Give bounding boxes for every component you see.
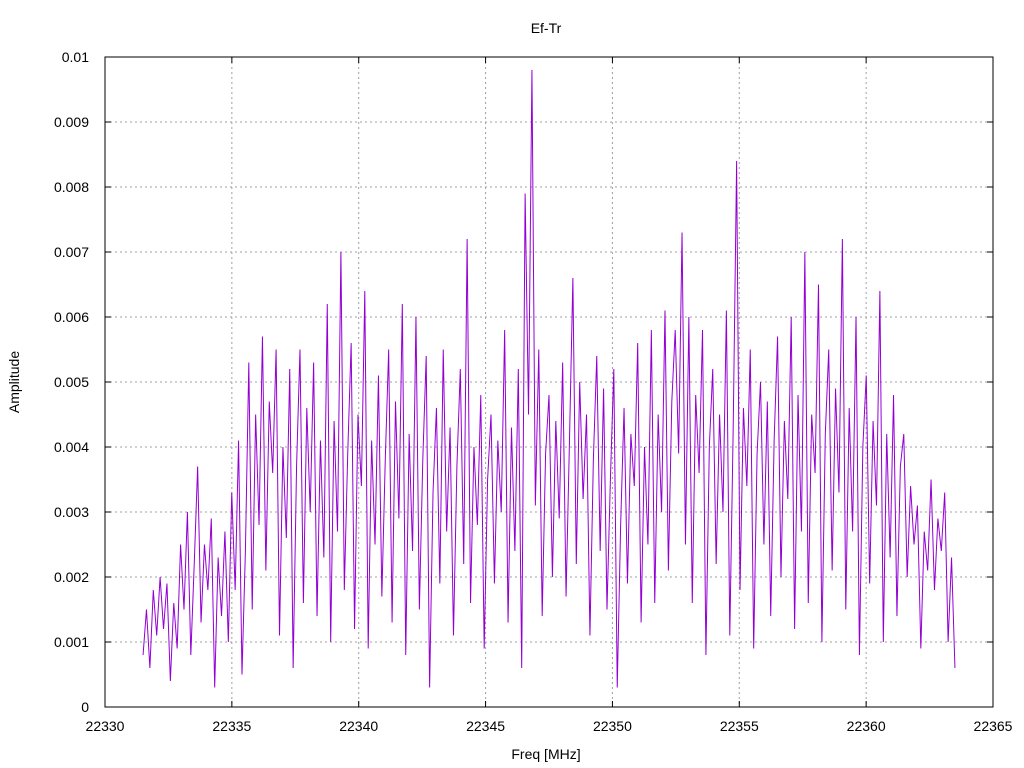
x-tick-label: 22345 xyxy=(466,718,505,734)
y-tick-label: 0.007 xyxy=(54,244,89,260)
chart-title: Ef-Tr xyxy=(531,20,562,36)
x-tick-label: 22335 xyxy=(212,718,251,734)
y-tick-label: 0.001 xyxy=(54,634,89,650)
x-axis-title: Freq [MHz] xyxy=(511,746,580,762)
plot-frame xyxy=(104,56,994,708)
x-tick-labels: 22330 22335 22340 22345 22350 22355 22360 22365 xyxy=(86,718,1013,734)
y-tick-label: 0.004 xyxy=(54,439,89,455)
y-tick-label: 0.005 xyxy=(54,374,89,390)
x-tick-label: 22355 xyxy=(720,718,759,734)
y-tick-labels: 0 0.001 0.002 0.003 0.004 0.005 0.006 0.007 0.00… xyxy=(54,49,89,715)
y-tick-label: 0.008 xyxy=(54,179,89,195)
x-tick-label: 22330 xyxy=(86,718,125,734)
y-axis-title: Amplitude xyxy=(6,351,22,413)
y-tick-label: 0.01 xyxy=(62,49,89,65)
series-line xyxy=(142,69,956,688)
x-tick-label: 22340 xyxy=(339,718,378,734)
y-tick-label: 0.006 xyxy=(54,309,89,325)
y-tick-label: 0.003 xyxy=(54,504,89,520)
series-group xyxy=(142,69,956,688)
y-tick-label: 0.009 xyxy=(54,114,89,130)
x-tick-label: 22360 xyxy=(847,718,886,734)
x-tick-label: 22365 xyxy=(974,718,1013,734)
y-tick-label: 0 xyxy=(81,699,89,715)
x-tick-label: 22350 xyxy=(593,718,632,734)
y-tick-label: 0.002 xyxy=(54,569,89,585)
